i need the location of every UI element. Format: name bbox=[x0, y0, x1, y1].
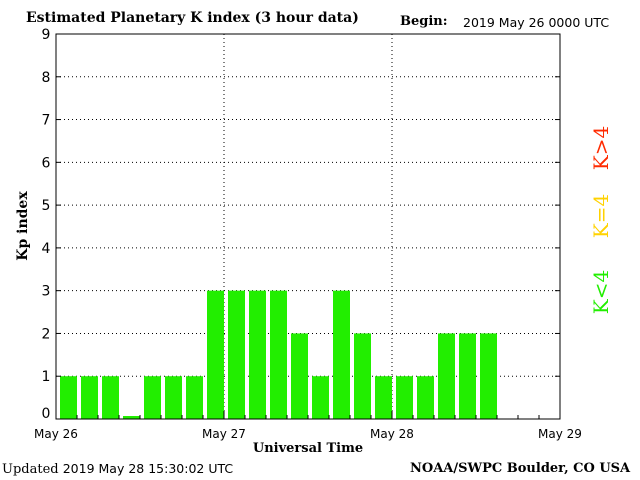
x-tick-label: May 27 bbox=[202, 427, 246, 441]
y-tick-label: 9 bbox=[42, 27, 51, 43]
x-axis-label: Universal Time bbox=[253, 441, 363, 456]
legend-k-equal-4: K=4 bbox=[589, 194, 613, 238]
x-axis-ticks: May 26 May 27 May 28 May 29 bbox=[34, 411, 582, 441]
legend-k-less-4: K<4 bbox=[589, 270, 613, 314]
bar bbox=[480, 333, 497, 419]
legend-k-greater-4: K>4 bbox=[589, 126, 613, 170]
bar bbox=[375, 376, 392, 419]
bar bbox=[165, 376, 182, 419]
chart-title: Estimated Planetary K index (3 hour data… bbox=[26, 10, 359, 26]
bar bbox=[291, 333, 308, 419]
updated-value: 2019 May 28 15:30:02 UTC bbox=[62, 461, 234, 476]
source-credit: NOAA/SWPC Boulder, CO USA bbox=[410, 461, 631, 476]
y-tick-label: 7 bbox=[42, 113, 51, 129]
y-tick-label: 8 bbox=[42, 70, 51, 86]
bar bbox=[81, 376, 98, 419]
bar bbox=[459, 333, 476, 419]
updated-label: Updated bbox=[2, 462, 59, 477]
y-tick-label: 6 bbox=[42, 155, 51, 171]
bar bbox=[249, 290, 266, 419]
y-tick-label: 0 bbox=[42, 406, 51, 422]
x-tick-label: May 28 bbox=[370, 427, 414, 441]
bar bbox=[144, 376, 161, 419]
bar bbox=[60, 376, 77, 419]
bar bbox=[312, 376, 329, 419]
bar bbox=[228, 290, 245, 419]
bar bbox=[123, 416, 140, 419]
y-tick-label: 5 bbox=[42, 198, 51, 214]
bar bbox=[396, 376, 413, 419]
bar bbox=[186, 376, 203, 419]
bars bbox=[60, 290, 497, 419]
y-tick-label: 3 bbox=[42, 284, 51, 300]
bar bbox=[102, 376, 119, 419]
bar bbox=[438, 333, 455, 419]
y-axis-label: Kp index bbox=[15, 191, 31, 261]
begin-value: 2019 May 26 0000 UTC bbox=[463, 15, 610, 30]
updated-stamp: Updated 2019 May 28 15:30:02 UTC bbox=[2, 461, 233, 477]
x-tick-label: May 26 bbox=[34, 427, 78, 441]
legend: K>4 K=4 K<4 bbox=[589, 126, 613, 314]
begin-label: Begin: bbox=[400, 14, 448, 29]
y-axis-ticks: 0 1 2 3 4 5 6 7 8 9 bbox=[42, 27, 560, 422]
bar bbox=[270, 290, 287, 419]
y-tick-label: 4 bbox=[42, 241, 51, 257]
bar bbox=[417, 376, 434, 419]
y-tick-label: 2 bbox=[42, 326, 51, 342]
x-tick-label: May 29 bbox=[538, 427, 582, 441]
bar bbox=[354, 333, 371, 419]
bar bbox=[333, 290, 350, 419]
bar bbox=[207, 290, 224, 419]
y-tick-label: 1 bbox=[42, 369, 51, 385]
